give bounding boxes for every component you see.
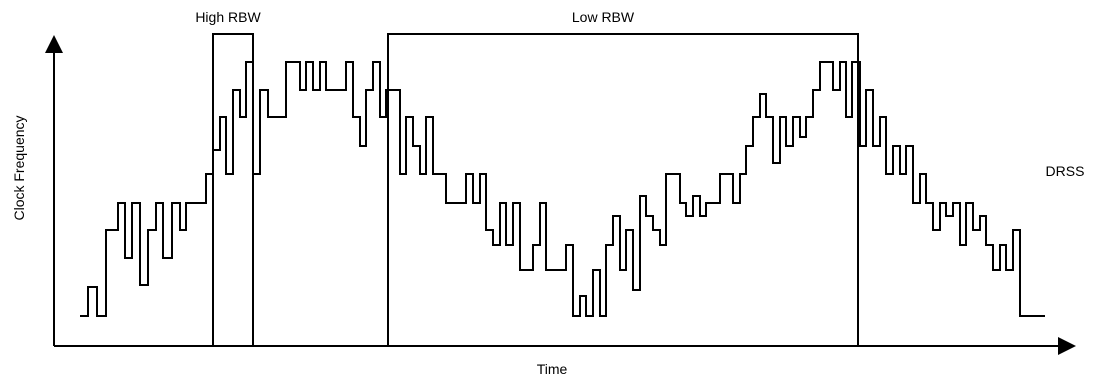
high-rbw-label: High RBW: [195, 9, 261, 25]
x-axis-label: Time: [537, 361, 568, 377]
drss-label: DRSS: [1046, 163, 1085, 179]
low-rbw-label: Low RBW: [572, 9, 635, 25]
clock-frequency-waveform: [80, 61, 1045, 317]
low-rbw-window: [387, 33, 859, 347]
x-axis-arrow-icon: [1058, 337, 1076, 355]
y-axis-arrow-icon: [45, 35, 63, 53]
y-axis-label: Clock Frequency: [11, 115, 27, 220]
high-rbw-window: [212, 33, 254, 347]
